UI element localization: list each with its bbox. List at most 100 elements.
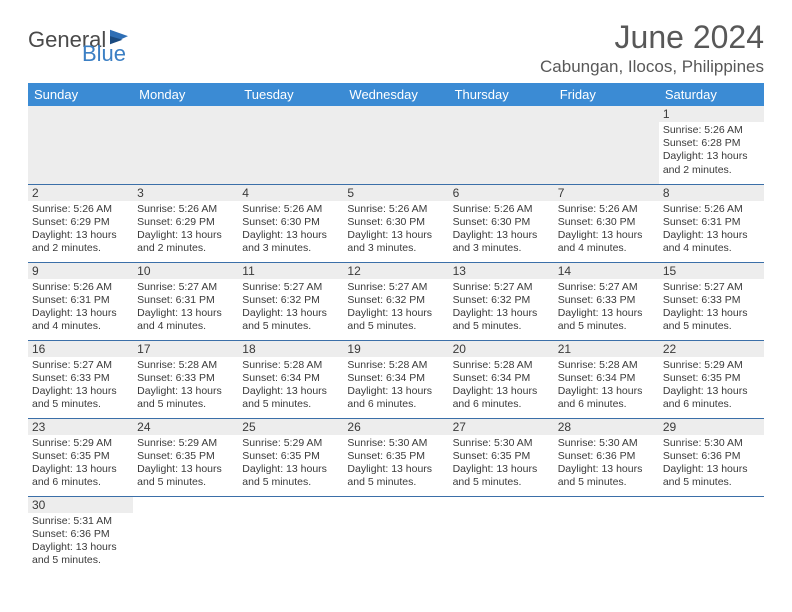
day-number: 16 (28, 341, 133, 357)
calendar-empty-cell (449, 496, 554, 574)
day-info: Sunrise: 5:30 AMSunset: 6:35 PMDaylight:… (347, 437, 444, 490)
day-number: 4 (238, 185, 343, 201)
day-number: 13 (449, 263, 554, 279)
calendar-empty-cell (449, 106, 554, 184)
calendar-day-cell: 20Sunrise: 5:28 AMSunset: 6:34 PMDayligh… (449, 340, 554, 418)
day-info: Sunrise: 5:29 AMSunset: 6:35 PMDaylight:… (663, 359, 760, 412)
calendar-table: SundayMondayTuesdayWednesdayThursdayFrid… (28, 83, 764, 574)
day-number: 2 (28, 185, 133, 201)
calendar-day-cell: 18Sunrise: 5:28 AMSunset: 6:34 PMDayligh… (238, 340, 343, 418)
location-subtitle: Cabungan, Ilocos, Philippines (540, 57, 764, 77)
calendar-day-cell: 8 Sunrise: 5:26 AMSunset: 6:31 PMDaylight… (659, 184, 764, 262)
calendar-week-row: 23Sunrise: 5:29 AMSunset: 6:35 PMDayligh… (28, 418, 764, 496)
day-header: Tuesday (238, 83, 343, 106)
calendar-day-cell: 25 Sunrise: 5:29 AMSunset: 6:35 PMDayligh… (238, 418, 343, 496)
day-info: Sunrise: 5:27 AMSunset: 6:31 PMDaylight:… (137, 281, 234, 334)
calendar-empty-cell (343, 106, 448, 184)
day-number: 24 (133, 419, 238, 435)
day-header: Sunday (28, 83, 133, 106)
day-number: 22 (659, 341, 764, 357)
day-header: Wednesday (343, 83, 448, 106)
day-info: Sunrise: 5:26 AMSunset: 6:30 PMDaylight:… (242, 203, 339, 256)
calendar-empty-cell (554, 496, 659, 574)
calendar-day-cell: 12Sunrise: 5:27 AMSunset: 6:32 PMDayligh… (343, 262, 448, 340)
day-number: 23 (28, 419, 133, 435)
day-number: 20 (449, 341, 554, 357)
day-number: 27 (449, 419, 554, 435)
calendar-day-cell: 2Sunrise: 5:26 AMSunset: 6:29 PMDaylight… (28, 184, 133, 262)
day-info: Sunrise: 5:27 AMSunset: 6:32 PMDaylight:… (242, 281, 339, 334)
day-number: 14 (554, 263, 659, 279)
calendar-day-cell: 21Sunrise: 5:28 AMSunset: 6:34 PMDayligh… (554, 340, 659, 418)
calendar-day-cell: 19Sunrise: 5:28 AMSunset: 6:34 PMDayligh… (343, 340, 448, 418)
calendar-empty-cell (133, 106, 238, 184)
brand-logo: GeneralBlue (28, 28, 130, 64)
day-info: Sunrise: 5:28 AMSunset: 6:33 PMDaylight:… (137, 359, 234, 412)
day-info: Sunrise: 5:29 AMSunset: 6:35 PMDaylight:… (137, 437, 234, 490)
calendar-day-cell: 24 Sunrise: 5:29 AMSunset: 6:35 PMDayligh… (133, 418, 238, 496)
day-number: 3 (133, 185, 238, 201)
day-number: 8 (659, 185, 764, 201)
calendar-week-row: 2Sunrise: 5:26 AMSunset: 6:29 PMDaylight… (28, 184, 764, 262)
day-number: 17 (133, 341, 238, 357)
calendar-day-cell: 10Sunrise: 5:27 AMSunset: 6:31 PMDayligh… (133, 262, 238, 340)
day-info: Sunrise: 5:27 AMSunset: 6:33 PMDaylight:… (558, 281, 655, 334)
day-info: Sunrise: 5:26 AMSunset: 6:30 PMDaylight:… (558, 203, 655, 256)
calendar-empty-cell (238, 106, 343, 184)
day-info: Sunrise: 5:31 AMSunset: 6:36 PMDaylight:… (32, 515, 129, 568)
day-info: Sunrise: 5:26 AMSunset: 6:31 PMDaylight:… (663, 203, 760, 256)
calendar-day-cell: 14 Sunrise: 5:27 AMSunset: 6:33 PMDayligh… (554, 262, 659, 340)
calendar-day-cell: 11Sunrise: 5:27 AMSunset: 6:32 PMDayligh… (238, 262, 343, 340)
day-header: Saturday (659, 83, 764, 106)
day-number: 30 (28, 497, 133, 513)
day-info: Sunrise: 5:30 AMSunset: 6:35 PMDaylight:… (453, 437, 550, 490)
calendar-empty-cell (238, 496, 343, 574)
day-info: Sunrise: 5:27 AMSunset: 6:33 PMDaylight:… (32, 359, 129, 412)
day-info: Sunrise: 5:30 AMSunset: 6:36 PMDaylight:… (663, 437, 760, 490)
calendar-day-cell: 7 Sunrise: 5:26 AMSunset: 6:30 PMDaylight… (554, 184, 659, 262)
day-info: Sunrise: 5:28 AMSunset: 6:34 PMDaylight:… (242, 359, 339, 412)
day-info: Sunrise: 5:27 AMSunset: 6:32 PMDaylight:… (453, 281, 550, 334)
calendar-day-cell: 30 Sunrise: 5:31 AMSunset: 6:36 PMDayligh… (28, 496, 133, 574)
calendar-day-cell: 9Sunrise: 5:26 AMSunset: 6:31 PMDaylight… (28, 262, 133, 340)
day-info: Sunrise: 5:26 AMSunset: 6:30 PMDaylight:… (347, 203, 444, 256)
calendar-day-cell: 5 Sunrise: 5:26 AMSunset: 6:30 PMDaylight… (343, 184, 448, 262)
day-number: 9 (28, 263, 133, 279)
day-info: Sunrise: 5:29 AMSunset: 6:35 PMDaylight:… (242, 437, 339, 490)
day-number: 28 (554, 419, 659, 435)
day-info: Sunrise: 5:26 AMSunset: 6:28 PMDaylight:… (663, 124, 760, 177)
calendar-empty-cell (133, 496, 238, 574)
calendar-day-cell: 6Sunrise: 5:26 AMSunset: 6:30 PMDaylight… (449, 184, 554, 262)
calendar-day-cell: 16 Sunrise: 5:27 AMSunset: 6:33 PMDayligh… (28, 340, 133, 418)
calendar-day-cell: 17 Sunrise: 5:28 AMSunset: 6:33 PMDayligh… (133, 340, 238, 418)
calendar-day-cell: 3 Sunrise: 5:26 AMSunset: 6:29 PMDaylight… (133, 184, 238, 262)
calendar-day-cell: 15Sunrise: 5:27 AMSunset: 6:33 PMDayligh… (659, 262, 764, 340)
day-info: Sunrise: 5:29 AMSunset: 6:35 PMDaylight:… (32, 437, 129, 490)
day-info: Sunrise: 5:27 AMSunset: 6:33 PMDaylight:… (663, 281, 760, 334)
day-info: Sunrise: 5:26 AMSunset: 6:29 PMDaylight:… (137, 203, 234, 256)
calendar-week-row: 9Sunrise: 5:26 AMSunset: 6:31 PMDaylight… (28, 262, 764, 340)
calendar-empty-cell (659, 496, 764, 574)
day-number: 19 (343, 341, 448, 357)
calendar-day-cell: 23 Sunrise: 5:29 AMSunset: 6:35 PMDayligh… (28, 418, 133, 496)
day-number: 1 (659, 106, 764, 122)
calendar-empty-cell (28, 106, 133, 184)
day-header: Monday (133, 83, 238, 106)
day-number: 29 (659, 419, 764, 435)
day-number: 21 (554, 341, 659, 357)
day-info: Sunrise: 5:30 AMSunset: 6:36 PMDaylight:… (558, 437, 655, 490)
month-title: June 2024 (540, 20, 764, 55)
day-header-row: SundayMondayTuesdayWednesdayThursdayFrid… (28, 83, 764, 106)
day-header: Thursday (449, 83, 554, 106)
calendar-day-cell: 13 Sunrise: 5:27 AMSunset: 6:32 PMDayligh… (449, 262, 554, 340)
day-number: 25 (238, 419, 343, 435)
day-number: 12 (343, 263, 448, 279)
page-header: GeneralBlue June 2024 Cabungan, Ilocos, … (28, 20, 764, 77)
title-block: June 2024 Cabungan, Ilocos, Philippines (540, 20, 764, 77)
day-number: 26 (343, 419, 448, 435)
day-number: 5 (343, 185, 448, 201)
calendar-day-cell: 1 Sunrise: 5:26 AMSunset: 6:28 PMDaylight… (659, 106, 764, 184)
calendar-empty-cell (554, 106, 659, 184)
day-number: 7 (554, 185, 659, 201)
calendar-day-cell: 28 Sunrise: 5:30 AMSunset: 6:36 PMDayligh… (554, 418, 659, 496)
